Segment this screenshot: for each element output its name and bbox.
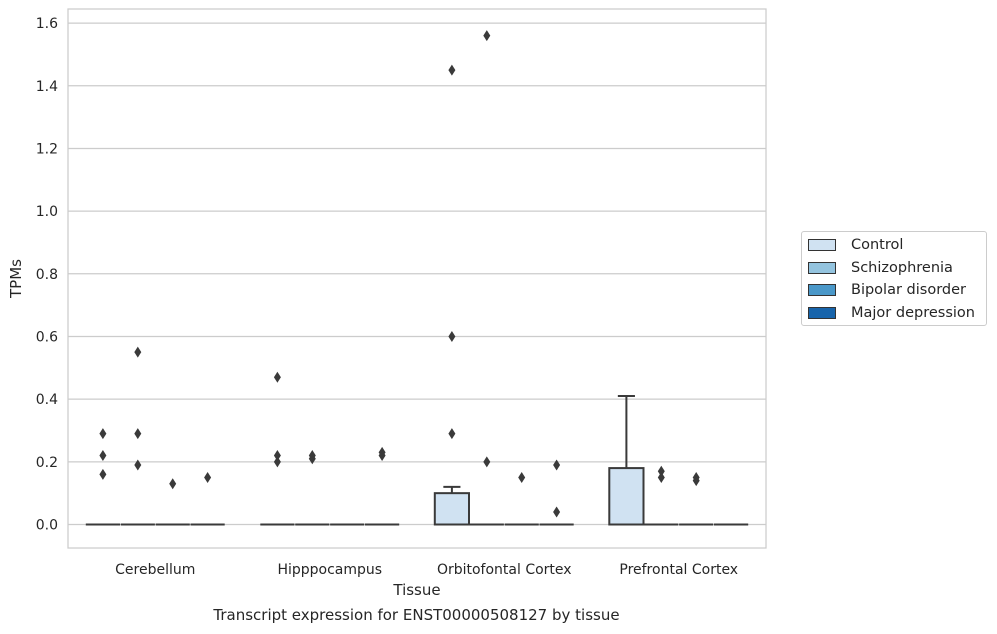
outlier-point (483, 30, 491, 42)
legend-label: Schizophrenia (851, 260, 953, 276)
y-tick-label: 0.0 (36, 517, 58, 533)
y-tick-label: 1.0 (36, 204, 58, 220)
y-tick-label: 1.4 (36, 79, 58, 95)
outlier-point (378, 446, 386, 458)
x-axis-label: Tissue (392, 581, 440, 599)
y-tick-label: 0.6 (36, 329, 58, 345)
x-tick-label: Prefrontal Cortex (619, 562, 738, 578)
gridlines (68, 22, 766, 526)
box (608, 467, 645, 526)
outlier-point (99, 468, 107, 480)
outlier-point (134, 428, 142, 440)
outlier-point (273, 450, 281, 462)
outlier-point (657, 471, 665, 483)
box-group (85, 395, 749, 526)
outlier-point (134, 346, 142, 358)
outlier-point (518, 471, 526, 483)
plot-frame (67, 8, 767, 549)
outlier-point (692, 471, 700, 483)
x-tick-label: Orbitofontal Cortex (437, 562, 572, 578)
legend: Control Schizophrenia Bipolar disorder M… (801, 231, 987, 326)
y-axis-label: TPMs (7, 259, 25, 299)
y-tick-label: 0.4 (36, 392, 58, 408)
legend-swatch (808, 307, 836, 319)
outlier-point (169, 478, 177, 490)
x-tick-label: Hipppocampus (277, 562, 382, 578)
outlier-point (134, 459, 142, 471)
outlier-point (483, 456, 491, 468)
box (433, 492, 471, 526)
legend-item-schizophrenia: Schizophrenia (808, 258, 953, 278)
legend-label: Control (851, 237, 904, 253)
legend-item-control: Control (808, 235, 903, 255)
x-axis-ticks: Cerebellum Hipppocampus Orbitofontal Corte… (115, 562, 738, 578)
legend-swatch (808, 284, 836, 296)
chart-caption: Transcript expression for ENST0000050812… (213, 606, 620, 624)
outlier-point (448, 330, 456, 342)
legend-swatch (808, 262, 836, 274)
outlier-point (448, 428, 456, 440)
outlier-point (448, 64, 456, 76)
y-tick-label: 1.6 (36, 16, 58, 32)
outlier-points (99, 30, 700, 518)
outlier-point (273, 456, 281, 468)
outlier-point (99, 428, 107, 440)
outlier-point (204, 471, 212, 483)
legend-label: Major depression (851, 305, 975, 321)
outlier-point (553, 459, 561, 471)
legend-item-major-depression: Major depression (808, 303, 975, 323)
legend-item-bipolar-disorder: Bipolar disorder (808, 280, 966, 300)
legend-swatch (808, 239, 836, 251)
outlier-point (273, 371, 281, 383)
legend-label: Bipolar disorder (851, 282, 966, 298)
y-tick-label: 0.8 (36, 267, 58, 283)
outlier-point (553, 506, 561, 518)
y-tick-label: 1.2 (36, 141, 58, 157)
outlier-point (308, 450, 316, 462)
outlier-point (657, 465, 665, 477)
outlier-point (99, 450, 107, 462)
y-tick-label: 0.2 (36, 455, 58, 471)
x-tick-label: Cerebellum (115, 562, 195, 578)
y-axis-ticks: 0.0 0.2 0.4 0.6 0.8 1.0 1.2 1.4 1.6 (36, 16, 58, 533)
